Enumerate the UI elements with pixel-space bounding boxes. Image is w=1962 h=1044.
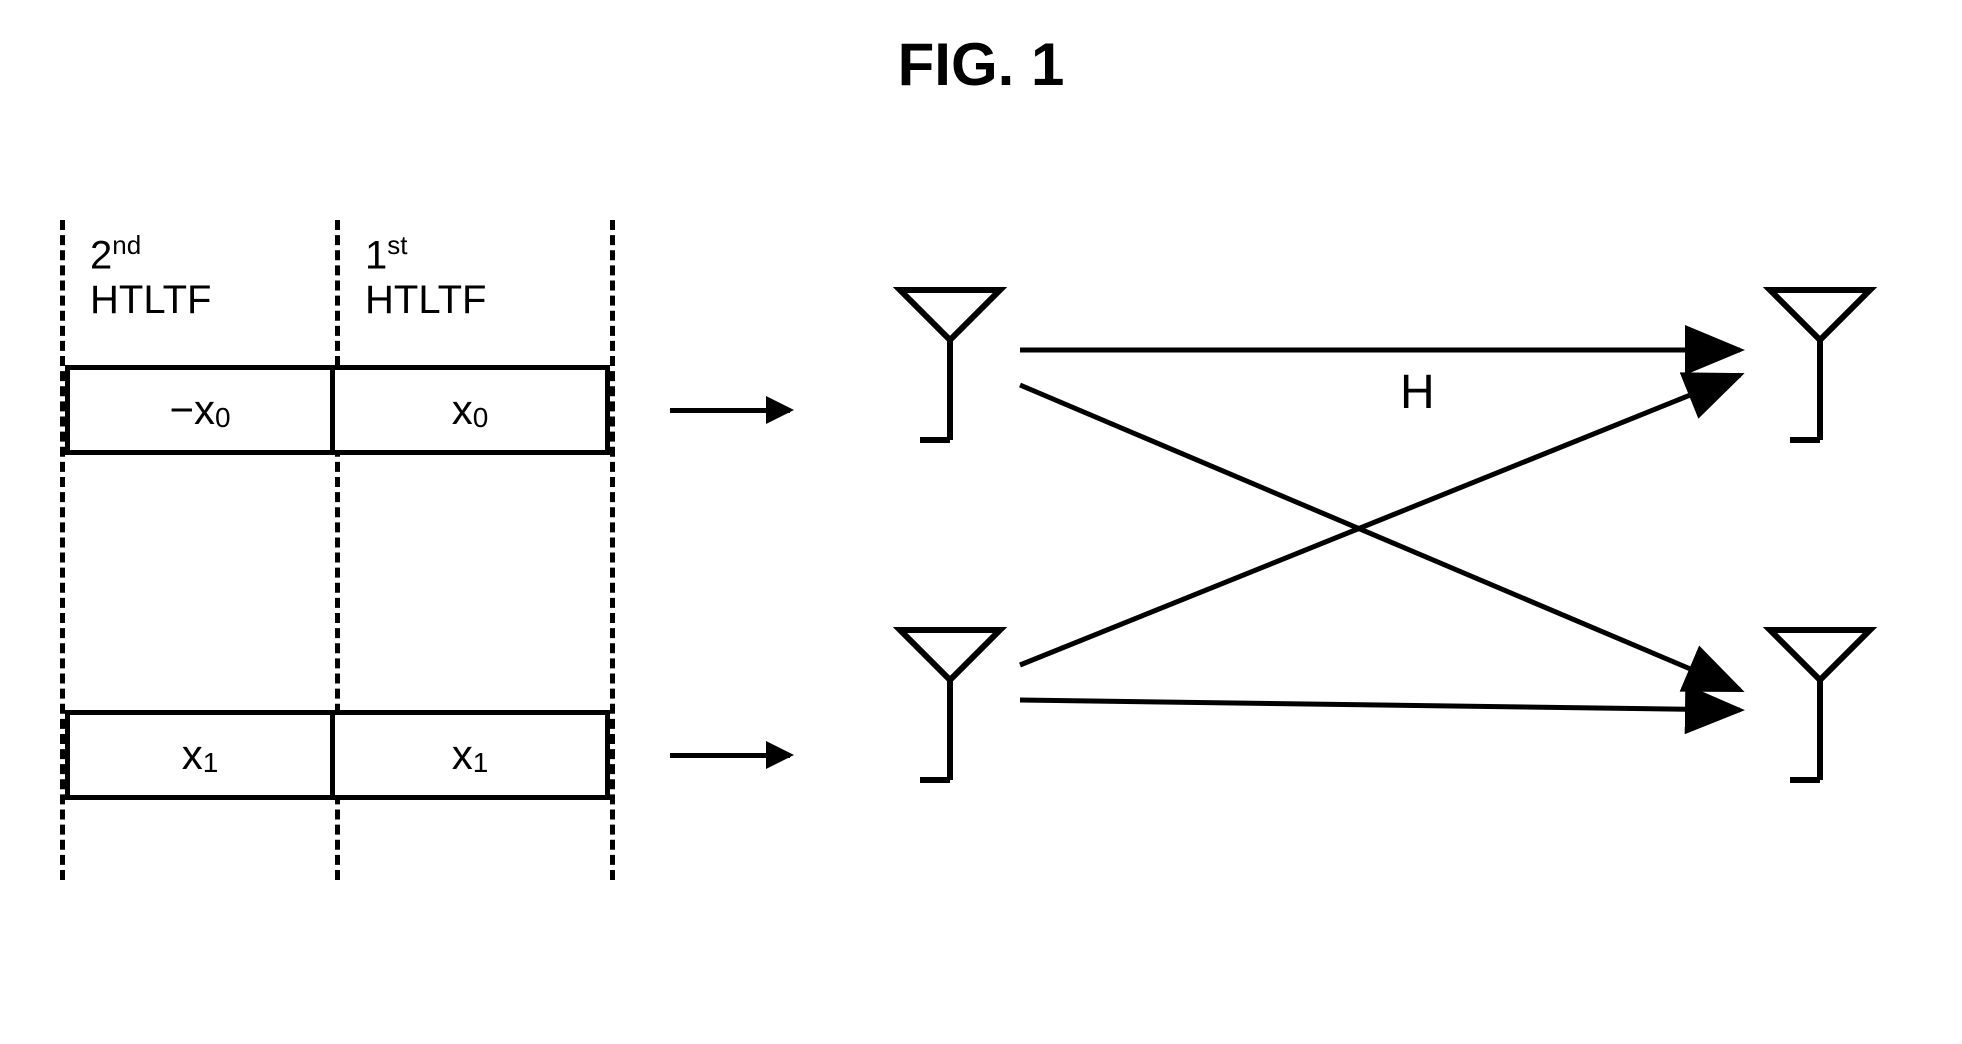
header-col2-prefix: 1: [365, 233, 387, 277]
header-col1-label: HTLTF: [90, 278, 211, 322]
dashed-line-3: [610, 220, 615, 880]
cell-r1c2-sub: 0: [473, 402, 489, 434]
antenna-tx2: [890, 620, 1010, 790]
cell-r2c1-prefix: x: [182, 731, 203, 779]
antenna-rx1: [1760, 280, 1880, 450]
channel-label: H: [1400, 365, 1435, 420]
figure-title: FIG. 1: [898, 30, 1065, 99]
arrow-row2-to-tx: [670, 753, 790, 758]
cell-r1c2: x0: [335, 365, 610, 455]
header-col1: 2nd HTLTF: [90, 230, 211, 323]
cell-r2c1: x1: [65, 710, 335, 800]
arrow-row1-to-tx: [670, 408, 790, 413]
diagram-container: 2nd HTLTF 1st HTLTF −x0 x0 x1 x1: [60, 220, 1900, 940]
header-col2: 1st HTLTF: [365, 230, 486, 323]
cell-r1c1: −x0: [65, 365, 335, 455]
cell-r2c2-sub: 1: [473, 747, 489, 779]
header-col1-prefix: 2: [90, 233, 112, 277]
header-col1-sup: nd: [112, 230, 141, 260]
cell-r1c1-sub: 0: [215, 402, 231, 434]
cell-r2c2-prefix: x: [452, 731, 473, 779]
cell-r1c2-prefix: x: [452, 386, 473, 434]
header-col2-label: HTLTF: [365, 278, 486, 322]
arrow-tx1-rx2: [1020, 385, 1740, 690]
arrow-tx2-rx2: [1020, 700, 1740, 710]
antenna-rx2: [1760, 620, 1880, 790]
cell-r2c2: x1: [335, 710, 610, 800]
cell-r2c1-sub: 1: [203, 747, 219, 779]
antenna-tx1: [890, 280, 1010, 450]
cell-r1c1-prefix: −x: [169, 386, 215, 434]
arrow-tx2-rx1: [1020, 375, 1740, 665]
header-col2-sup: st: [387, 230, 407, 260]
